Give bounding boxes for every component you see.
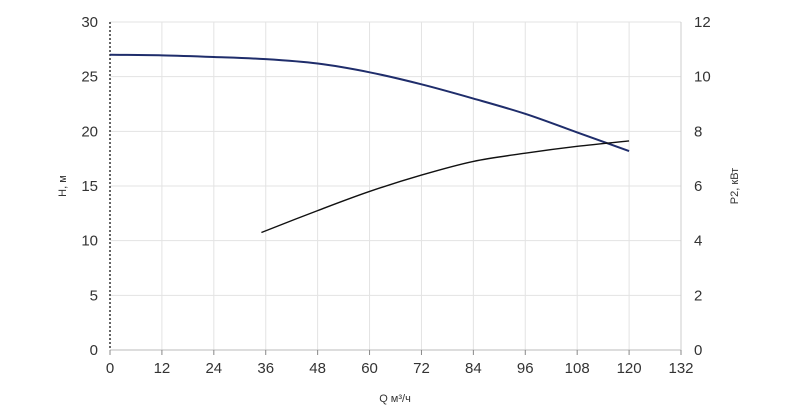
- y-left-axis-title: H, м: [57, 175, 69, 197]
- y-right-tick-label: 2: [694, 287, 702, 304]
- y-right-tick-label: 0: [694, 342, 702, 359]
- x-tick-label: 72: [413, 360, 430, 377]
- y-right-tick-label: 6: [694, 178, 702, 195]
- y-right-tick-label: 8: [694, 123, 702, 140]
- x-tick-label: 12: [154, 360, 171, 377]
- x-tick-label: 48: [309, 360, 326, 377]
- x-tick-label: 120: [617, 360, 642, 377]
- y-left-tick-label: 25: [81, 69, 98, 86]
- x-tick-labels: 0 12 24 36 48 60 72 84 96 108 120 132: [106, 350, 694, 377]
- x-tick-label: 0: [106, 360, 114, 377]
- x-tick-label: 108: [565, 360, 590, 377]
- x-tick-label: 132: [668, 360, 693, 377]
- y-left-tick-label: 15: [81, 178, 98, 195]
- y-right-tick-label: 10: [694, 69, 711, 86]
- y-right-tick-label: 4: [694, 233, 702, 250]
- y-left-tick-label: 30: [81, 14, 98, 31]
- x-tick-label: 60: [361, 360, 378, 377]
- y-left-tick-label: 0: [90, 342, 98, 359]
- x-tick-label: 24: [205, 360, 222, 377]
- power-curve-line: [261, 140, 630, 234]
- y-left-tick-label: 5: [90, 287, 98, 304]
- x-axis-title: Q м³/ч: [379, 393, 411, 405]
- x-tick-label: 96: [517, 360, 534, 377]
- y-right-axis-title: P2, кВт: [729, 168, 741, 204]
- y-left-tick-label: 20: [81, 123, 98, 140]
- grid: [110, 21, 681, 350]
- y-right-tick-label: 12: [694, 14, 711, 31]
- y-right-tick-labels: 0 2 4 6 8 10 12: [694, 14, 711, 359]
- head-curve-line: [109, 53, 630, 152]
- x-tick-label: 84: [465, 360, 482, 377]
- axes: [109, 22, 682, 351]
- y-left-tick-labels: 0 5 10 15 20 25 30: [81, 14, 98, 359]
- x-tick-label: 36: [257, 360, 274, 377]
- y-left-tick-label: 10: [81, 233, 98, 250]
- series-lines: [109, 53, 630, 234]
